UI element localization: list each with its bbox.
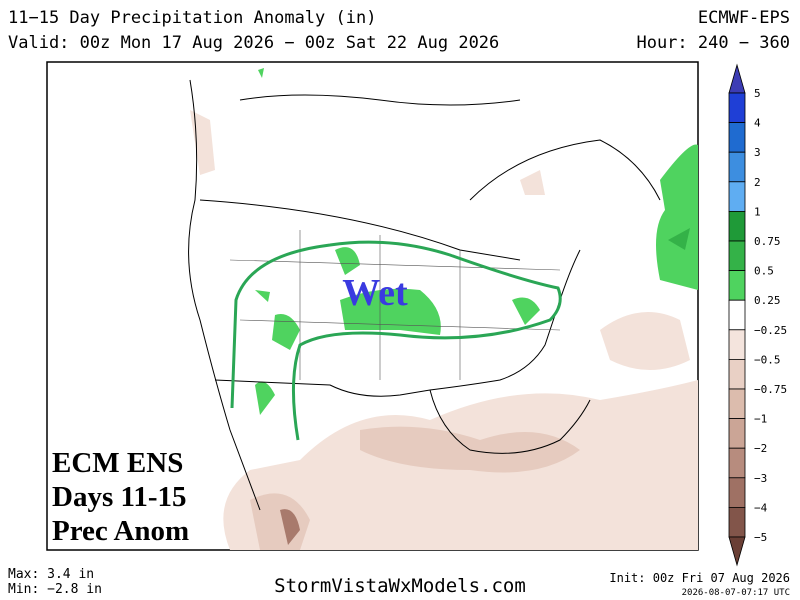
- min-value: Min: −2.8 in: [8, 582, 102, 597]
- wet-label: Wet: [342, 272, 408, 314]
- hour: Hour: 240 − 360: [636, 33, 790, 53]
- colorbar-cap: [728, 63, 746, 94]
- annotation-line: Days 11-15: [52, 481, 187, 513]
- colorbar-segment: [728, 240, 746, 272]
- colorbar-segment: [728, 447, 746, 479]
- colorbar-label: 0.5: [754, 265, 774, 278]
- colorbar-label: −0.25: [754, 324, 787, 337]
- colorbar-label: −5: [754, 531, 767, 544]
- colorbar-cap: [728, 536, 746, 567]
- max-value: Max: 3.4 in: [8, 567, 94, 582]
- colorbar-label: 4: [754, 117, 761, 130]
- colorbar-label: 3: [754, 146, 761, 159]
- colorbar-segment: [728, 92, 746, 124]
- colorbar-label: −2: [754, 442, 767, 455]
- colorbar-segment: [728, 151, 746, 183]
- colorbar-segment: [728, 477, 746, 508]
- timestamp: 2026-08-07-07:17 UTC: [682, 588, 790, 598]
- init-time: Init: 00z Fri 07 Aug 2026: [609, 571, 790, 585]
- colorbar-label: 0.75: [754, 235, 781, 248]
- title: 11−15 Day Precipitation Anomaly (in): [8, 8, 376, 28]
- model: ECMWF-EPS: [698, 8, 790, 28]
- colorbar: 5 4 3 2 1 0.75 0.5 0.25 −0.25 −0.5 −0.75 −1 −2 −3 −4 −5: [728, 63, 787, 567]
- colorbar-segment: [728, 329, 746, 360]
- annotation-line: ECM ENS: [52, 447, 183, 479]
- colorbar-label: −4: [754, 501, 768, 514]
- colorbar-label: −3: [754, 472, 767, 485]
- valid-time: Valid: 00z Mon 17 Aug 2026 − 00z Sat 22 …: [8, 33, 499, 53]
- site: StormVistaWxModels.com: [274, 575, 526, 597]
- colorbar-segment: [728, 299, 746, 331]
- colorbar-label: −0.75: [754, 383, 787, 396]
- colorbar-segment: [728, 506, 746, 538]
- colorbar-label: −0.5: [754, 353, 781, 366]
- colorbar-segment: [728, 181, 746, 212]
- map: Wet ECM ENS Days 11-15 Prec Anom: [46, 61, 699, 551]
- colorbar-label: 2: [754, 176, 761, 189]
- colorbar-segment: [728, 122, 746, 153]
- colorbar-segment: [728, 358, 746, 390]
- colorbar-label: −1: [754, 413, 767, 426]
- colorbar-label: 5: [754, 87, 761, 100]
- colorbar-segment: [728, 210, 746, 242]
- colorbar-label: 0.25: [754, 294, 781, 307]
- annotation-line: Prec Anom: [52, 515, 189, 547]
- colorbar-segment: [728, 418, 746, 449]
- colorbar-label: 1: [754, 205, 761, 218]
- colorbar-segment: [728, 270, 746, 301]
- colorbar-segment: [728, 388, 746, 420]
